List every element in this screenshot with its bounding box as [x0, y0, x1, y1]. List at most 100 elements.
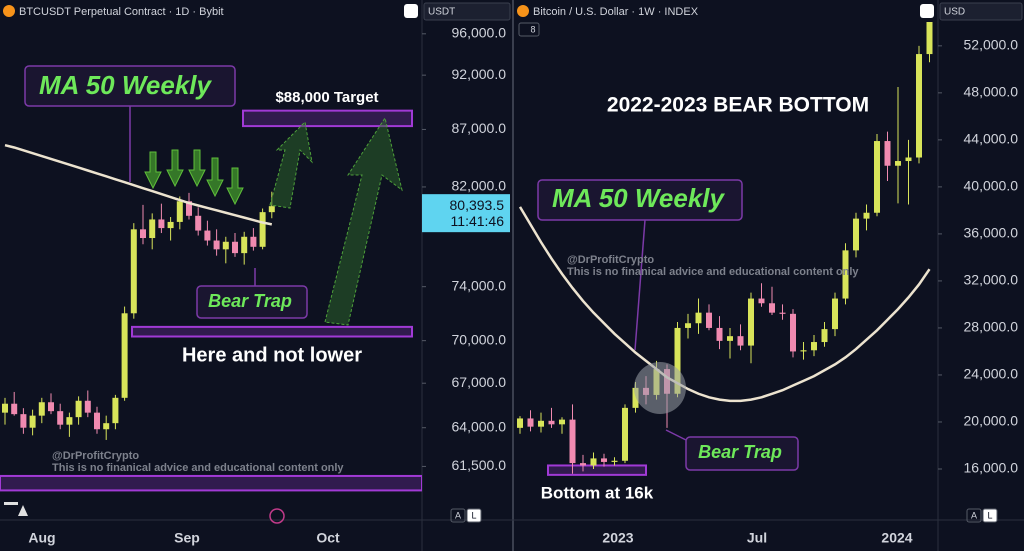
candle-body [103, 423, 110, 430]
annotation: @DrProfitCrypto [567, 254, 654, 266]
candle-body [112, 397, 119, 424]
candle-body [779, 312, 786, 314]
candle-body [232, 241, 238, 254]
candle-body [94, 412, 100, 430]
y-tick-label: 28,000.0 [964, 319, 1019, 335]
candle-body [204, 230, 211, 241]
candle-body [20, 414, 27, 428]
candle-body [268, 206, 275, 213]
x-tick-label: Oct [316, 530, 340, 546]
y-tick-label: 64,000.0 [452, 418, 507, 434]
candle-body [926, 22, 933, 55]
currency-box[interactable] [423, 2, 511, 21]
candle-body [632, 387, 639, 408]
annotation-box [537, 179, 743, 221]
candle-body [38, 402, 45, 416]
x-tick-label: Jul [747, 530, 767, 546]
candle-body [884, 141, 891, 166]
axis-button[interactable] [450, 508, 466, 523]
y-tick-label: 52,000.0 [964, 37, 1019, 53]
countdown: 11:41:46 [451, 213, 505, 229]
x-tick-label: 2024 [881, 530, 912, 546]
y-tick-label: 87,000.0 [452, 120, 507, 136]
candle-body [674, 327, 681, 394]
candle-body [538, 420, 544, 427]
candle-body [842, 250, 849, 299]
x-tick-label: Sep [174, 530, 200, 546]
candle-body [811, 342, 817, 351]
currency: USDT [428, 7, 455, 18]
candle-body [601, 458, 607, 462]
candle-body [11, 403, 18, 415]
candle-body [790, 313, 796, 352]
candle-body [832, 298, 838, 330]
y-tick-label: 96,000.0 [452, 25, 507, 41]
candle-body [517, 418, 523, 428]
chart-title: Bitcoin / U.S. Dollar · 1W · INDEX [533, 6, 699, 18]
candle-body [121, 313, 128, 398]
settings-button[interactable] [920, 4, 934, 18]
axis-button[interactable] [982, 508, 998, 523]
annotation: Bear Trap [208, 291, 292, 311]
annotation: Here and not lower [182, 344, 362, 366]
candle-body [158, 219, 165, 229]
candle-body [29, 415, 36, 428]
annotation: Bottom at 16k [541, 483, 654, 502]
y-tick-label: 44,000.0 [964, 131, 1019, 147]
candle-body [241, 236, 248, 254]
candle-body [863, 212, 870, 219]
zone [0, 474, 422, 492]
y-tick-label: 61,500.0 [452, 457, 507, 473]
candle-body [727, 336, 733, 341]
y-tick-label: 36,000.0 [964, 225, 1019, 241]
annotation-box [685, 436, 799, 471]
candle-body [527, 418, 534, 427]
zone [131, 325, 413, 338]
axis-button[interactable] [466, 508, 482, 523]
ma-line [518, 206, 931, 403]
candle-body [895, 161, 901, 166]
candle-body [186, 201, 192, 216]
panel-divider [512, 0, 514, 551]
chart-title: BTCUSDT Perpetual Contract · 1D · Bybit [19, 6, 224, 18]
highlight-circle [634, 362, 686, 414]
annotation: @DrProfitCrypto [52, 450, 139, 462]
badge-box [518, 22, 540, 37]
x-tick-label: Aug [28, 530, 55, 546]
axis-button[interactable] [966, 508, 982, 523]
candle-body [611, 460, 618, 462]
up-arrows [269, 116, 403, 326]
annotation-pointer [665, 429, 687, 441]
zone [547, 464, 647, 476]
candle-body [853, 218, 859, 251]
candle-body [195, 215, 202, 231]
candle-body [176, 201, 183, 222]
candle-body [548, 420, 555, 425]
y-tick-label: 67,000.0 [452, 374, 507, 390]
down-arrows [144, 149, 244, 206]
y-tick-label: 24,000.0 [964, 366, 1019, 382]
candle-body [748, 298, 754, 346]
currency: USD [944, 7, 965, 18]
candle-body [2, 403, 8, 413]
candle-body [580, 463, 586, 466]
candle-body [821, 329, 828, 343]
zone [242, 109, 413, 128]
settings-button[interactable] [404, 4, 418, 18]
candle-body [758, 298, 765, 304]
currency-box[interactable] [939, 2, 1023, 21]
candle-body [905, 157, 912, 162]
candle-body [559, 419, 565, 425]
annotation: Bear Trap [698, 442, 782, 462]
axis-button-label: A [971, 510, 977, 520]
candle-body [140, 229, 146, 239]
y-tick-label: 20,000.0 [964, 413, 1019, 429]
candle-body [75, 400, 82, 418]
badge: 8 [530, 24, 535, 34]
candle-body [130, 229, 137, 314]
annotation: $88,000 Target [275, 89, 378, 106]
icon [269, 508, 285, 524]
candle-body [569, 419, 576, 464]
